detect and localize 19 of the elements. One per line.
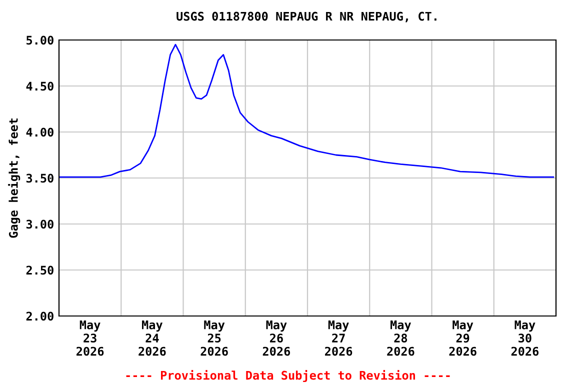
x-tick-label: May 29 2026 (449, 320, 476, 356)
y-tick-label: 4.50 (26, 82, 54, 91)
y-tick-label: 4.00 (26, 128, 54, 137)
line-series (59, 44, 554, 178)
x-tick-label: May 26 2026 (262, 320, 290, 356)
text: ---- Provisional Data Subject to Revision ---- (126, 370, 450, 382)
y-tick-label: 3.50 (26, 174, 54, 183)
x-tick-label: May 28 2026 (387, 320, 414, 356)
y-tick-label: 5.00 (26, 36, 54, 45)
y-tick-label: 3.00 (26, 220, 54, 229)
chart-title: USGS 01187800 NEPAUG R NR NEPAUG, CT. (176, 12, 436, 22)
x-tick-label: May 25 2026 (200, 320, 228, 356)
y-axis-title: Gage height, feet (8, 118, 20, 238)
x-tick-label: May 24 2026 (138, 320, 166, 356)
x-tick-label: May 23 2026 (76, 320, 104, 356)
y-tick-label: 2.00 (26, 312, 54, 321)
x-tick-label: May 27 2026 (325, 320, 352, 356)
x-tick-label: May 30 2026 (511, 320, 539, 356)
y-tick-label: 2.50 (26, 266, 54, 275)
